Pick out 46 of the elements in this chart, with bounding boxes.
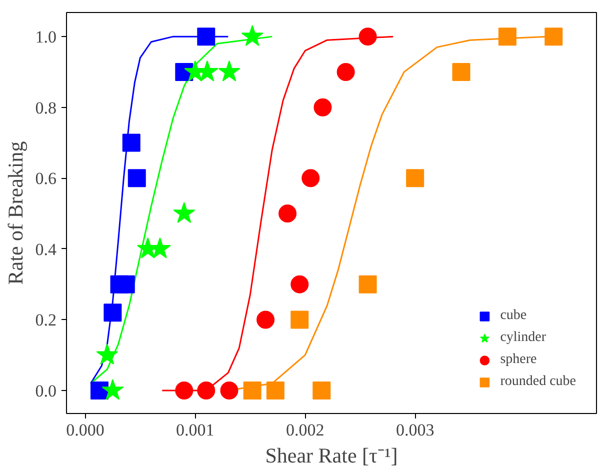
point: [218, 60, 240, 82]
y-tick-label: 0.4: [35, 240, 57, 259]
point: [96, 344, 118, 364]
legend-label: rounded cube: [500, 374, 576, 390]
point: [128, 169, 146, 188]
point: [314, 98, 332, 116]
point: [278, 204, 297, 223]
point: [358, 28, 377, 46]
point: [290, 310, 309, 329]
y-tick-label: 0.8: [35, 98, 56, 118]
point: [90, 381, 108, 400]
point: [498, 28, 516, 46]
y-tick-label: 0.6: [35, 169, 56, 188]
point: [122, 134, 140, 152]
point: [256, 310, 275, 329]
x-tick-label: 0.000: [66, 420, 104, 440]
point: [197, 28, 216, 46]
point: [241, 25, 264, 46]
point: [336, 62, 355, 81]
y-tick-label: 0.0: [35, 381, 56, 400]
y-tick-label: 0.2: [35, 310, 56, 330]
point: [290, 275, 309, 294]
legend-label: cube: [500, 308, 527, 324]
x-axis-title: Shear Rate [τ⁻¹]: [265, 444, 398, 468]
x-tick-label: 0.003: [396, 420, 434, 440]
y-tick-label: 1.0: [35, 28, 56, 47]
point: [104, 304, 122, 322]
point: [302, 169, 320, 188]
point: [116, 275, 135, 294]
x-tick-label: 0.001: [176, 420, 214, 440]
legend-label: sphere: [500, 352, 537, 368]
x-tick-label: 0.002: [286, 420, 324, 440]
point: [243, 381, 262, 400]
point: [102, 378, 124, 400]
point: [220, 382, 238, 400]
point: [197, 382, 216, 400]
y-axis-title: Rate of Breaking: [3, 140, 28, 285]
point: [312, 381, 331, 400]
point: [358, 275, 377, 294]
point: [173, 202, 196, 223]
legend-label: cylinder: [500, 330, 546, 346]
point: [175, 382, 194, 400]
point: [406, 169, 424, 188]
point: [452, 62, 470, 81]
point: [266, 381, 284, 400]
point: [544, 28, 563, 46]
